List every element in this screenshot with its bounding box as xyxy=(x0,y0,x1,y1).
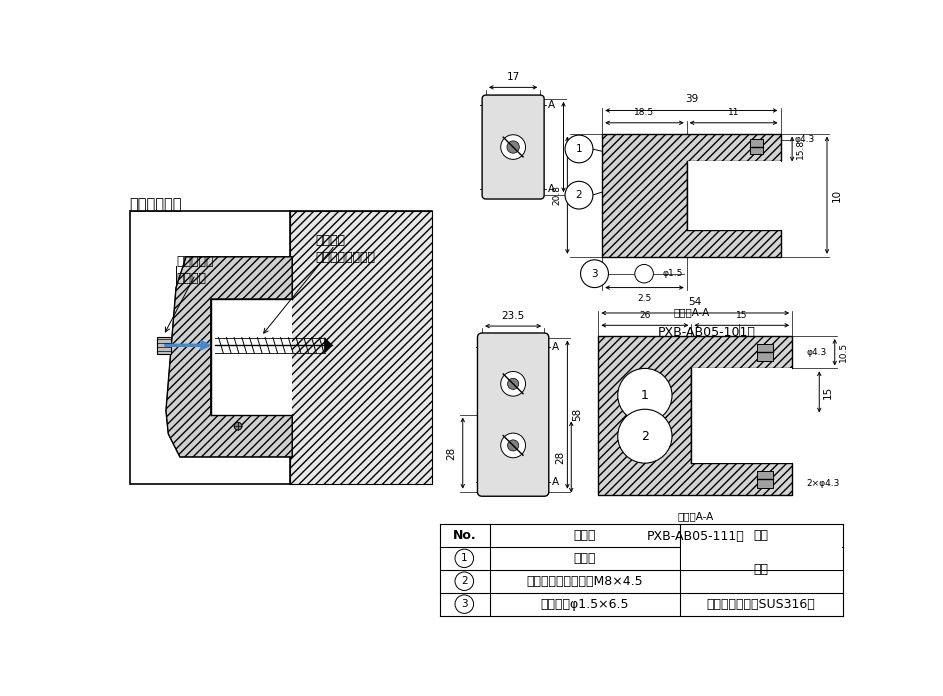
Polygon shape xyxy=(603,134,781,257)
Circle shape xyxy=(501,433,525,458)
Text: φ4.3: φ4.3 xyxy=(806,348,826,357)
Circle shape xyxy=(581,260,608,287)
Text: 15.8: 15.8 xyxy=(796,139,805,159)
Text: PXB-AB05-111型: PXB-AB05-111型 xyxy=(646,530,744,543)
Bar xyxy=(211,299,292,415)
Circle shape xyxy=(618,409,672,463)
Text: 28: 28 xyxy=(447,447,456,460)
Circle shape xyxy=(501,372,525,396)
Bar xyxy=(750,139,764,155)
Text: φ4.3: φ4.3 xyxy=(794,135,815,144)
Bar xyxy=(687,161,781,230)
Circle shape xyxy=(507,440,519,451)
Circle shape xyxy=(507,141,520,153)
Circle shape xyxy=(507,379,519,389)
Text: 部品名: 部品名 xyxy=(573,529,596,542)
Text: ステンレス鋼（SUS316）: ステンレス鋼（SUS316） xyxy=(706,598,816,610)
Text: 材料: 材料 xyxy=(753,529,769,542)
Text: 20.8: 20.8 xyxy=(553,185,561,205)
Text: PXB-AB05-101型: PXB-AB05-101型 xyxy=(658,326,755,339)
Text: 3: 3 xyxy=(461,599,468,609)
Text: 18.5: 18.5 xyxy=(635,109,654,118)
FancyBboxPatch shape xyxy=(482,95,544,199)
Text: 【取付方法】: 【取付方法】 xyxy=(129,198,182,212)
Text: 1.5: 1.5 xyxy=(690,219,705,228)
Text: 断面図A-A: 断面図A-A xyxy=(677,511,713,521)
Polygon shape xyxy=(324,338,332,353)
Text: 26: 26 xyxy=(639,311,651,320)
Text: 28: 28 xyxy=(555,450,565,464)
Text: フック: フック xyxy=(573,552,596,565)
Bar xyxy=(757,344,772,361)
Bar xyxy=(691,368,792,463)
Text: 58: 58 xyxy=(572,408,582,421)
Text: 2: 2 xyxy=(641,429,649,443)
Text: 23.5: 23.5 xyxy=(502,310,524,321)
Text: A: A xyxy=(548,100,555,110)
Circle shape xyxy=(618,368,672,422)
Text: すりわり付
止めねじ: すりわり付 止めねじ xyxy=(176,255,213,285)
Text: 54: 54 xyxy=(688,296,702,307)
Text: 15: 15 xyxy=(736,311,748,320)
Text: No.: No. xyxy=(453,529,476,542)
Text: 剣先ピンφ1.5×6.5: 剣先ピンφ1.5×6.5 xyxy=(540,598,629,610)
Circle shape xyxy=(455,595,473,613)
Text: φ1.5: φ1.5 xyxy=(663,269,683,278)
Circle shape xyxy=(455,572,473,590)
Text: 2: 2 xyxy=(461,576,468,586)
Bar xyxy=(681,546,842,570)
Text: 1: 1 xyxy=(575,144,583,154)
Circle shape xyxy=(635,264,653,283)
Circle shape xyxy=(234,422,241,430)
Text: A: A xyxy=(552,342,559,352)
Text: 2: 2 xyxy=(575,190,583,200)
Text: 十字穴付
なべタッピンねじ: 十字穴付 なべタッピンねじ xyxy=(316,234,375,264)
Text: 15: 15 xyxy=(823,386,833,399)
Text: A: A xyxy=(552,477,559,487)
Circle shape xyxy=(565,182,593,209)
Text: 1: 1 xyxy=(641,389,649,402)
Circle shape xyxy=(501,135,525,159)
Text: 2×φ4.3: 2×φ4.3 xyxy=(806,480,839,489)
Polygon shape xyxy=(166,257,292,457)
Text: 10.5: 10.5 xyxy=(838,342,848,363)
Text: A: A xyxy=(548,184,555,194)
Text: 42: 42 xyxy=(568,141,578,154)
Circle shape xyxy=(565,135,593,163)
Bar xyxy=(757,470,772,488)
Bar xyxy=(290,211,432,484)
Polygon shape xyxy=(599,336,792,496)
Text: 断面図A-A: 断面図A-A xyxy=(673,307,709,317)
Text: 39: 39 xyxy=(685,95,698,104)
Text: 1: 1 xyxy=(461,553,468,563)
Text: 2.5: 2.5 xyxy=(637,294,652,303)
Circle shape xyxy=(455,549,473,567)
Bar xyxy=(157,337,171,354)
Text: 11: 11 xyxy=(728,109,739,118)
Text: 10: 10 xyxy=(832,189,842,202)
FancyBboxPatch shape xyxy=(477,333,549,496)
Bar xyxy=(129,211,432,484)
Text: 黄銅: 黄銅 xyxy=(753,563,769,576)
Text: すりわり付止めねじM8×4.5: すりわり付止めねじM8×4.5 xyxy=(526,575,643,587)
Text: 17: 17 xyxy=(506,72,520,82)
Text: 3: 3 xyxy=(591,269,598,278)
